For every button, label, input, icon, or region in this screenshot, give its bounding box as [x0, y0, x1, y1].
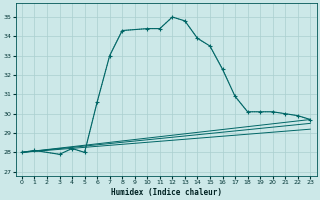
- X-axis label: Humidex (Indice chaleur): Humidex (Indice chaleur): [111, 188, 221, 197]
